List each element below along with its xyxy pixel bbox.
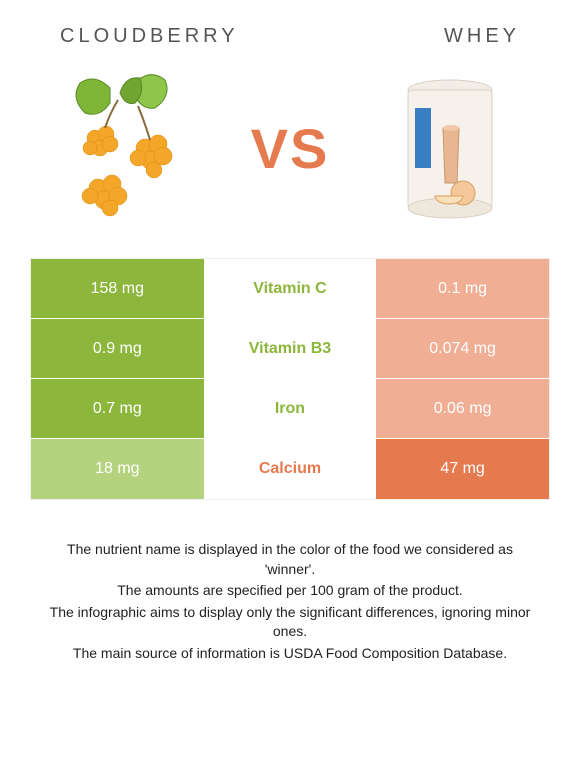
footnote-line: The infographic aims to display only the… (40, 603, 540, 642)
right-value-cell: 0.074 mg (376, 319, 549, 378)
table-row: 158 mg Vitamin C 0.1 mg (31, 259, 549, 319)
nutrient-cell: Vitamin C (204, 259, 377, 318)
vs-label: VS (251, 116, 330, 181)
left-food-title: Cloudberry (60, 25, 239, 48)
right-value-cell: 47 mg (376, 439, 549, 499)
nutrient-cell: Iron (204, 379, 377, 438)
table-row: 0.7 mg Iron 0.06 mg (31, 379, 549, 439)
footnote-line: The main source of information is USDA F… (40, 644, 540, 664)
left-value-cell: 18 mg (31, 439, 204, 499)
comparison-table: 158 mg Vitamin C 0.1 mg 0.9 mg Vitamin B… (30, 258, 550, 500)
footnote-block: The nutrient name is displayed in the co… (30, 540, 550, 666)
nutrient-cell: Vitamin B3 (204, 319, 377, 378)
right-value-cell: 0.1 mg (376, 259, 549, 318)
images-row: VS (30, 58, 550, 258)
header-row: Cloudberry Whey (30, 25, 550, 58)
table-row: 18 mg Calcium 47 mg (31, 439, 549, 499)
footnote-line: The nutrient name is displayed in the co… (40, 540, 540, 579)
left-food-image (50, 68, 210, 228)
table-row: 0.9 mg Vitamin B3 0.074 mg (31, 319, 549, 379)
left-value-cell: 158 mg (31, 259, 204, 318)
right-value-cell: 0.06 mg (376, 379, 549, 438)
cloudberry-icon (50, 68, 210, 228)
nutrient-cell: Calcium (204, 439, 377, 499)
left-value-cell: 0.9 mg (31, 319, 204, 378)
footnote-line: The amounts are specified per 100 gram o… (40, 581, 540, 601)
right-food-image (370, 68, 530, 228)
whey-icon (385, 68, 515, 228)
left-value-cell: 0.7 mg (31, 379, 204, 438)
right-food-title: Whey (444, 25, 520, 48)
